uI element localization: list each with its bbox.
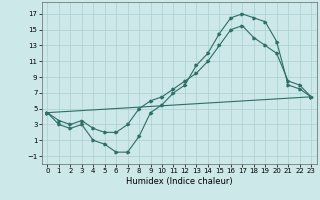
X-axis label: Humidex (Indice chaleur): Humidex (Indice chaleur) (126, 177, 233, 186)
